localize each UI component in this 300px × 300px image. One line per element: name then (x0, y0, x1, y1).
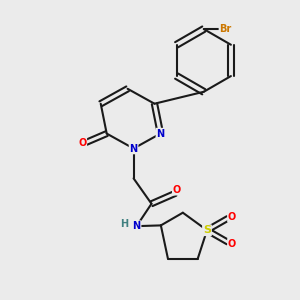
Text: O: O (228, 239, 236, 249)
Text: H: H (120, 219, 128, 229)
Text: N: N (133, 221, 141, 231)
Text: O: O (173, 185, 181, 195)
Text: O: O (228, 212, 236, 222)
Text: Br: Br (219, 24, 232, 34)
Text: N: N (130, 143, 138, 154)
Text: N: N (156, 129, 164, 139)
Text: O: O (78, 137, 86, 148)
Text: S: S (203, 225, 211, 235)
